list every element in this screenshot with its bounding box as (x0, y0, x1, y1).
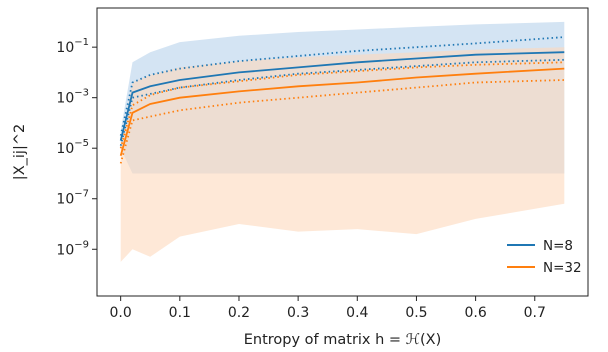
legend: N=8 N=32 (507, 238, 582, 276)
x-tick-label: 0.7 (524, 305, 546, 321)
x-axis: 0.0 0.1 0.2 0.3 0.4 0.5 0.6 0.7 (110, 296, 546, 321)
mean-line (119, 67, 565, 157)
x-tick-label: 0.0 (110, 305, 132, 321)
confidence-bands (120, 21, 565, 262)
x-tick-label: 0.3 (287, 305, 309, 321)
series-lines (119, 36, 565, 164)
lower-dotted-line (119, 58, 565, 146)
x-tick-label: 0.5 (405, 305, 427, 321)
upper-dotted-line (119, 36, 565, 136)
mean-line (119, 51, 565, 141)
y-tick-label: 10−9 (56, 239, 89, 258)
upper-dotted-line (119, 61, 565, 149)
y-tick-label: 10−1 (56, 37, 89, 56)
x-tick-label: 0.4 (346, 305, 368, 321)
x-axis-label: Entropy of matrix h = ℋ(X) (244, 332, 442, 348)
y-tick-label: 10−5 (56, 138, 89, 157)
y-tick-label: 10−3 (56, 88, 89, 107)
y-axis: 10−9 10−7 10−5 10−3 10−1 (56, 37, 97, 258)
plot-frame (96, 7, 589, 297)
y-tick-label: 10−7 (56, 189, 89, 208)
y-axis-label: |X_ij|^2 (12, 124, 28, 180)
x-tick-label: 0.2 (228, 305, 250, 321)
lower-dotted-line (119, 79, 565, 164)
x-tick-label: 0.1 (169, 305, 191, 321)
band-n-32 (120, 47, 565, 262)
legend-label: N=32 (543, 260, 582, 276)
legend-label: N=8 (543, 238, 573, 254)
x-tick-label: 0.6 (464, 305, 486, 321)
